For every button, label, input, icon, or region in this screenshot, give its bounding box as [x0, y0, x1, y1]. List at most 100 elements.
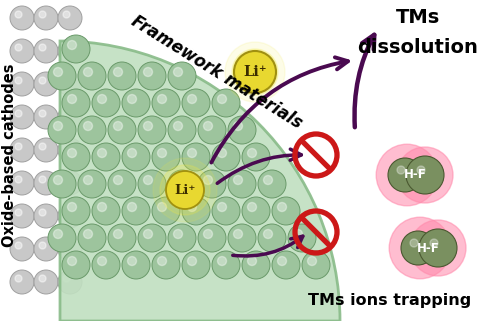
Circle shape [58, 6, 82, 30]
Circle shape [62, 251, 90, 279]
Circle shape [62, 89, 90, 117]
Circle shape [198, 170, 226, 198]
Circle shape [228, 224, 256, 252]
Circle shape [62, 197, 90, 225]
Circle shape [232, 49, 278, 95]
Circle shape [58, 105, 82, 129]
Circle shape [54, 67, 62, 76]
Circle shape [410, 239, 418, 247]
Text: Oxide-based cathodes: Oxide-based cathodes [2, 63, 18, 247]
Circle shape [92, 143, 120, 171]
Circle shape [389, 217, 451, 279]
Circle shape [39, 11, 46, 18]
Text: Li⁺: Li⁺ [174, 184, 196, 196]
Circle shape [34, 237, 58, 261]
Circle shape [153, 158, 217, 222]
Circle shape [68, 256, 76, 265]
Text: H-F: H-F [404, 169, 426, 181]
Circle shape [15, 242, 22, 249]
Circle shape [34, 270, 58, 294]
Circle shape [168, 224, 196, 252]
Circle shape [218, 94, 226, 103]
Circle shape [39, 275, 46, 282]
Circle shape [234, 230, 242, 239]
Circle shape [204, 122, 212, 131]
Circle shape [34, 171, 58, 195]
Circle shape [15, 143, 22, 150]
Circle shape [63, 275, 70, 282]
Circle shape [114, 122, 122, 131]
Circle shape [39, 209, 46, 216]
Circle shape [278, 203, 286, 212]
Circle shape [39, 44, 46, 51]
Circle shape [98, 149, 106, 158]
Circle shape [98, 256, 106, 265]
Wedge shape [60, 41, 340, 321]
Circle shape [78, 116, 106, 144]
Circle shape [158, 149, 166, 158]
Circle shape [58, 72, 82, 96]
Circle shape [114, 230, 122, 239]
Circle shape [34, 39, 58, 63]
Circle shape [78, 170, 106, 198]
Circle shape [114, 67, 122, 76]
Circle shape [62, 35, 90, 63]
Circle shape [234, 122, 242, 131]
Circle shape [182, 143, 210, 171]
Circle shape [58, 39, 82, 63]
Circle shape [34, 105, 58, 129]
Circle shape [152, 89, 180, 117]
Circle shape [98, 203, 106, 212]
Circle shape [10, 270, 34, 294]
Circle shape [248, 149, 256, 158]
Circle shape [58, 171, 82, 195]
Circle shape [410, 220, 466, 276]
Circle shape [63, 11, 70, 18]
Circle shape [242, 251, 270, 279]
Circle shape [68, 203, 76, 212]
Circle shape [84, 122, 92, 131]
Circle shape [228, 170, 256, 198]
Circle shape [34, 204, 58, 228]
Circle shape [122, 89, 150, 117]
Circle shape [78, 224, 106, 252]
Circle shape [39, 143, 46, 150]
Circle shape [158, 256, 166, 265]
Circle shape [34, 6, 58, 30]
Circle shape [48, 170, 76, 198]
Circle shape [15, 77, 22, 84]
Circle shape [138, 170, 166, 198]
Circle shape [174, 230, 182, 239]
Circle shape [39, 176, 46, 183]
Text: H-F: H-F [416, 241, 440, 255]
Circle shape [58, 237, 82, 261]
Circle shape [152, 197, 180, 225]
Circle shape [122, 251, 150, 279]
Circle shape [212, 251, 240, 279]
Circle shape [138, 224, 166, 252]
Circle shape [108, 170, 136, 198]
Text: TMs: TMs [396, 8, 440, 27]
Circle shape [166, 171, 204, 209]
Circle shape [114, 176, 122, 185]
Circle shape [188, 149, 196, 158]
Circle shape [108, 224, 136, 252]
Circle shape [152, 143, 180, 171]
Circle shape [272, 251, 300, 279]
Circle shape [63, 242, 70, 249]
Circle shape [10, 72, 34, 96]
Circle shape [174, 67, 182, 76]
Circle shape [84, 176, 92, 185]
Circle shape [15, 44, 22, 51]
Circle shape [92, 89, 120, 117]
Circle shape [160, 165, 210, 215]
Circle shape [128, 256, 136, 265]
Circle shape [419, 229, 457, 267]
Circle shape [166, 171, 204, 209]
Circle shape [397, 166, 405, 174]
Circle shape [198, 224, 226, 252]
Circle shape [15, 176, 22, 183]
Circle shape [122, 143, 150, 171]
Circle shape [218, 149, 226, 158]
Circle shape [144, 230, 152, 239]
